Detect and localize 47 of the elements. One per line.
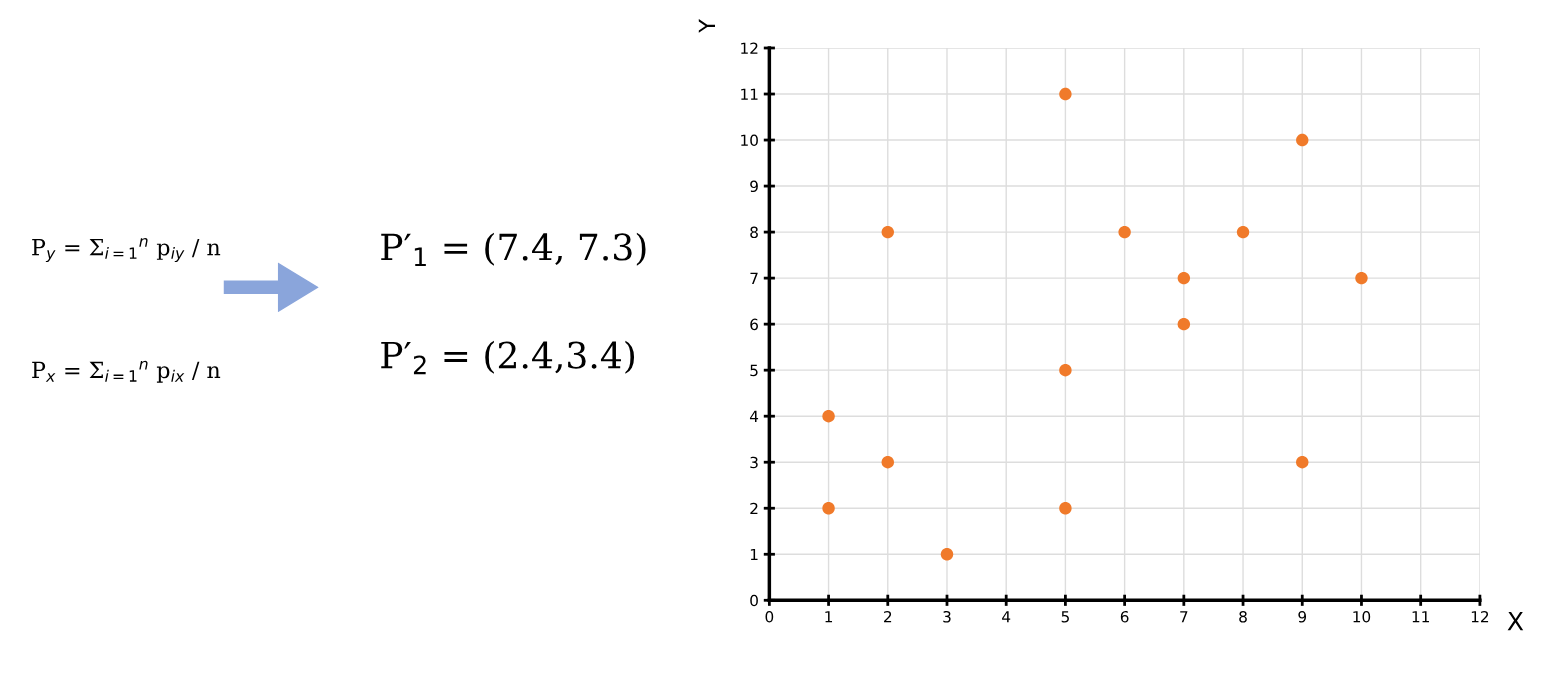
y-tick-label: 6 [750, 318, 758, 331]
x-tick-label: 4 [1002, 611, 1011, 623]
point [1296, 133, 1309, 147]
point [1355, 271, 1368, 285]
y-tick-label: 5 [750, 364, 758, 377]
point [1177, 317, 1191, 331]
point [822, 502, 835, 515]
y-tick-label: 0 [750, 594, 758, 607]
point [1118, 225, 1131, 239]
x-tick-label: 5 [1061, 611, 1069, 623]
text: P′$_{2}$ = (2.4,3.4) [381, 340, 635, 375]
y-tick-label: 3 [750, 456, 758, 469]
x-tick-label: 6 [1120, 610, 1129, 623]
text: P$_{x}$ = Σ$_{i=1}$$^{n}$ p$_{ix}$ / n [32, 360, 221, 383]
point [1059, 87, 1072, 101]
text: P$_{y}$ = Σ$_{i=1}$$^{n}$ p$_{iy}$ / n [32, 238, 221, 263]
y-tick-label: 2 [750, 502, 758, 515]
y-axis-title: Y [698, 19, 715, 33]
x-tick-label: 1 [825, 611, 833, 623]
point [822, 409, 835, 423]
x-tick-label: 2 [884, 610, 892, 623]
y-tick-label: 11 [741, 88, 758, 100]
x-tick-label: 11 [1412, 611, 1429, 623]
point [1059, 502, 1072, 515]
point [1059, 363, 1072, 377]
text: P′$_{1}$ = (7.4, 7.3) [381, 232, 646, 266]
x-tick-label: 8 [1239, 610, 1247, 623]
x-tick-label: 7 [1180, 611, 1188, 623]
y-tick-label: 8 [750, 226, 758, 239]
point [1296, 456, 1309, 469]
x-tick-label: 3 [943, 610, 951, 623]
x-axis-title: X [1507, 612, 1524, 631]
point [1236, 225, 1250, 239]
point [881, 456, 894, 469]
x-tick-label: 0 [765, 610, 774, 623]
point [1177, 271, 1191, 285]
x-tick-label: 9 [1298, 610, 1307, 623]
y-tick-label: 12 [741, 42, 758, 54]
y-tick-label: 1 [750, 548, 758, 561]
y-tick-label: 9 [750, 180, 758, 193]
x-tick-label: 10 [1353, 610, 1371, 623]
point [881, 225, 894, 239]
y-tick-label: 7 [750, 272, 758, 284]
y-tick-label: 4 [749, 410, 759, 422]
point [940, 548, 954, 561]
x-tick-label: 12 [1471, 610, 1489, 623]
y-tick-label: 10 [741, 134, 758, 147]
